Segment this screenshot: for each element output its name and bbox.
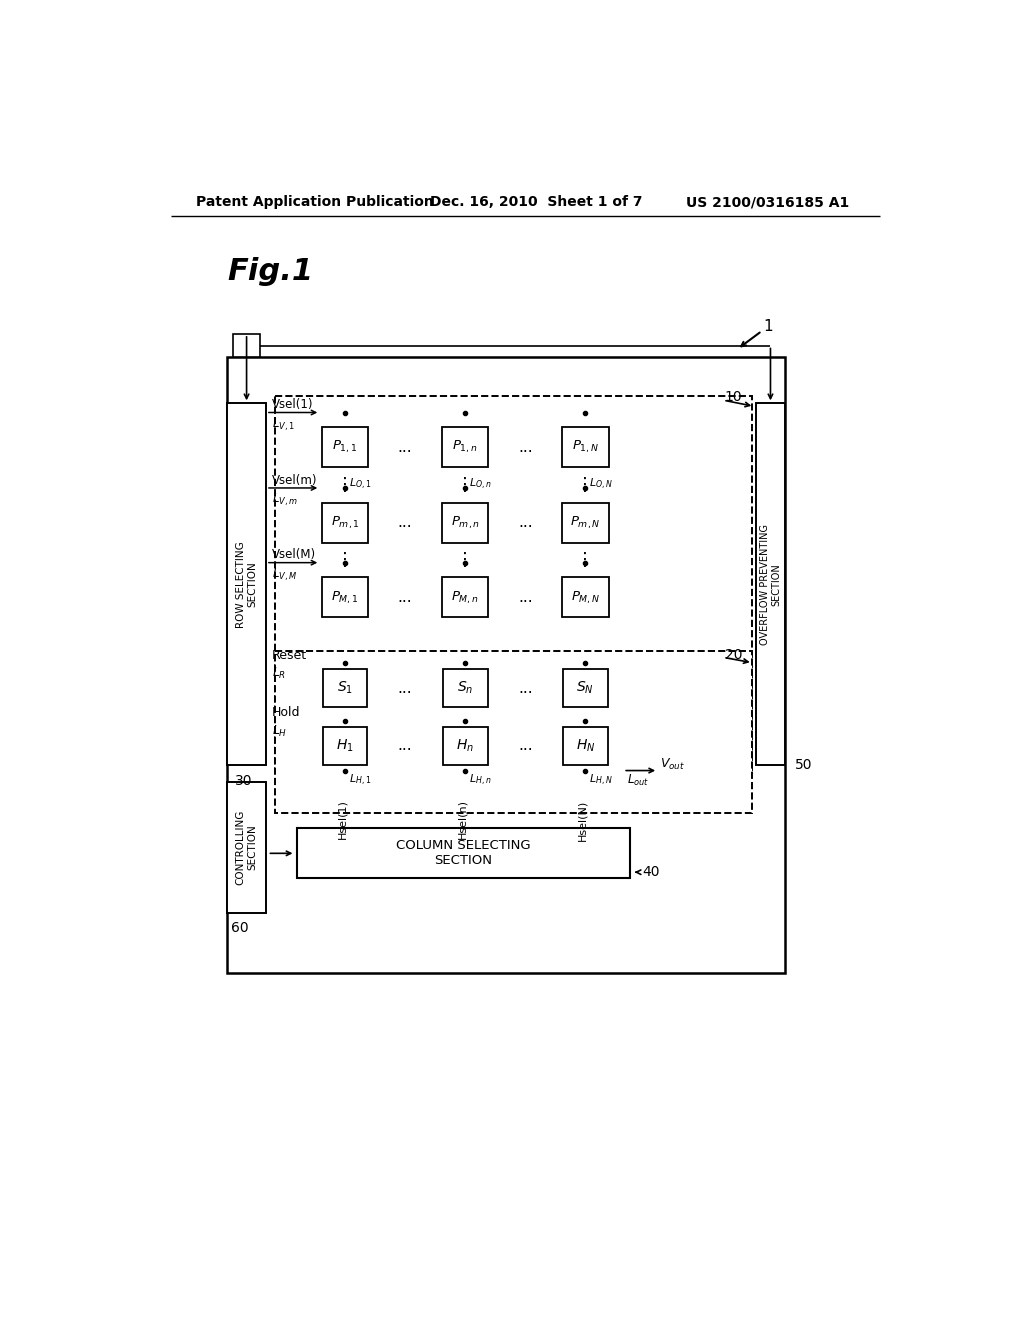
Text: Dec. 16, 2010  Sheet 1 of 7: Dec. 16, 2010 Sheet 1 of 7 bbox=[430, 195, 643, 210]
Bar bbox=[442, 726, 487, 766]
Text: $L_R$: $L_R$ bbox=[272, 667, 287, 681]
Text: Hsel(n): Hsel(n) bbox=[457, 800, 467, 840]
Text: $P_{M,N}$: $P_{M,N}$ bbox=[570, 589, 600, 606]
Text: $L_{O,N}$: $L_{O,N}$ bbox=[589, 478, 613, 492]
Text: ...: ... bbox=[397, 590, 413, 605]
Text: Hsel(N): Hsel(N) bbox=[578, 800, 587, 841]
Text: ⋮: ⋮ bbox=[456, 477, 474, 494]
Bar bbox=[275, 651, 752, 813]
Text: $L_{O,1}$: $L_{O,1}$ bbox=[349, 478, 372, 492]
Bar bbox=[562, 577, 608, 618]
Text: $H_N$: $H_N$ bbox=[575, 738, 595, 754]
Text: $S_1$: $S_1$ bbox=[337, 680, 353, 697]
Text: $L_{V,1}$: $L_{V,1}$ bbox=[272, 417, 295, 433]
Bar bbox=[756, 404, 785, 766]
Text: $P_{M,n}$: $P_{M,n}$ bbox=[452, 589, 479, 606]
Bar bbox=[323, 726, 368, 766]
Text: Patent Application Publication: Patent Application Publication bbox=[197, 195, 434, 210]
Bar bbox=[562, 428, 608, 467]
Text: ...: ... bbox=[397, 738, 413, 754]
Bar bbox=[227, 781, 266, 913]
Bar bbox=[562, 503, 608, 543]
Text: ROW SELECTING
SECTION: ROW SELECTING SECTION bbox=[236, 541, 257, 627]
Text: ⋮: ⋮ bbox=[456, 550, 474, 569]
Text: 50: 50 bbox=[795, 758, 812, 772]
Text: ⋮: ⋮ bbox=[577, 477, 594, 494]
Text: $P_{M,1}$: $P_{M,1}$ bbox=[331, 589, 358, 606]
Bar bbox=[322, 577, 369, 618]
Text: 40: 40 bbox=[642, 865, 659, 879]
Text: $S_N$: $S_N$ bbox=[577, 680, 594, 697]
Bar bbox=[442, 669, 487, 708]
Bar bbox=[227, 404, 266, 766]
Bar bbox=[322, 428, 369, 467]
Text: $P_{m,n}$: $P_{m,n}$ bbox=[451, 515, 479, 531]
Text: ...: ... bbox=[397, 681, 413, 696]
Text: $P_{1,1}$: $P_{1,1}$ bbox=[332, 440, 357, 455]
Bar bbox=[563, 726, 607, 766]
Text: $L_{H,1}$: $L_{H,1}$ bbox=[349, 774, 371, 788]
Text: ...: ... bbox=[518, 681, 532, 696]
Text: ...: ... bbox=[397, 515, 413, 531]
Text: $H_1$: $H_1$ bbox=[336, 738, 354, 754]
Bar bbox=[323, 669, 368, 708]
Text: ⋮: ⋮ bbox=[577, 550, 594, 569]
Text: ...: ... bbox=[518, 738, 532, 754]
Text: $P_{m,1}$: $P_{m,1}$ bbox=[331, 515, 359, 531]
Text: ⋮: ⋮ bbox=[336, 477, 354, 494]
Bar bbox=[322, 503, 369, 543]
Text: ⋮: ⋮ bbox=[336, 550, 354, 569]
Text: Vsel(m): Vsel(m) bbox=[272, 474, 317, 487]
Bar bbox=[442, 503, 488, 543]
Text: ...: ... bbox=[518, 440, 532, 454]
Bar bbox=[227, 358, 785, 973]
Text: Hold: Hold bbox=[272, 706, 301, 719]
Bar bbox=[442, 577, 488, 618]
Text: $P_{m,N}$: $P_{m,N}$ bbox=[570, 515, 600, 531]
Text: $V_{out}$: $V_{out}$ bbox=[660, 756, 686, 772]
Text: 1: 1 bbox=[764, 318, 773, 334]
Text: US 2100/0316185 A1: US 2100/0316185 A1 bbox=[686, 195, 849, 210]
Text: CONTROLLING
SECTION: CONTROLLING SECTION bbox=[236, 810, 257, 886]
Text: 60: 60 bbox=[231, 921, 249, 936]
Text: $P_{1,N}$: $P_{1,N}$ bbox=[571, 440, 599, 455]
Bar bbox=[297, 829, 630, 878]
Text: $L_{H,N}$: $L_{H,N}$ bbox=[589, 774, 612, 788]
Text: OVERFLOW PREVENTING
SECTION: OVERFLOW PREVENTING SECTION bbox=[760, 524, 781, 644]
Bar bbox=[233, 334, 260, 358]
Bar bbox=[275, 396, 752, 774]
Text: Reset: Reset bbox=[272, 648, 307, 661]
Text: ...: ... bbox=[518, 515, 532, 531]
Text: 20: 20 bbox=[725, 648, 742, 663]
Text: $L_{V,m}$: $L_{V,m}$ bbox=[272, 492, 298, 508]
Text: Fig.1: Fig.1 bbox=[227, 257, 313, 286]
Bar bbox=[442, 428, 488, 467]
Text: $L_{V,M}$: $L_{V,M}$ bbox=[272, 566, 297, 583]
Bar bbox=[563, 669, 607, 708]
Text: Vsel(M): Vsel(M) bbox=[272, 548, 316, 561]
Text: $L_{out}$: $L_{out}$ bbox=[627, 774, 649, 788]
Text: $L_{O,n}$: $L_{O,n}$ bbox=[469, 478, 492, 492]
Text: $S_n$: $S_n$ bbox=[457, 680, 473, 697]
Text: $L_{H,n}$: $L_{H,n}$ bbox=[469, 774, 492, 788]
Text: $P_{1,n}$: $P_{1,n}$ bbox=[453, 440, 478, 455]
Text: $H_n$: $H_n$ bbox=[456, 738, 474, 754]
Text: COLUMN SELECTING
SECTION: COLUMN SELECTING SECTION bbox=[396, 840, 530, 867]
Text: 30: 30 bbox=[234, 774, 253, 788]
Text: Vsel(1): Vsel(1) bbox=[272, 399, 313, 412]
Text: Hsel(1): Hsel(1) bbox=[337, 800, 347, 840]
Text: ...: ... bbox=[518, 590, 532, 605]
Text: ...: ... bbox=[397, 440, 413, 454]
Text: 10: 10 bbox=[725, 391, 742, 404]
Text: $L_H$: $L_H$ bbox=[272, 723, 288, 739]
